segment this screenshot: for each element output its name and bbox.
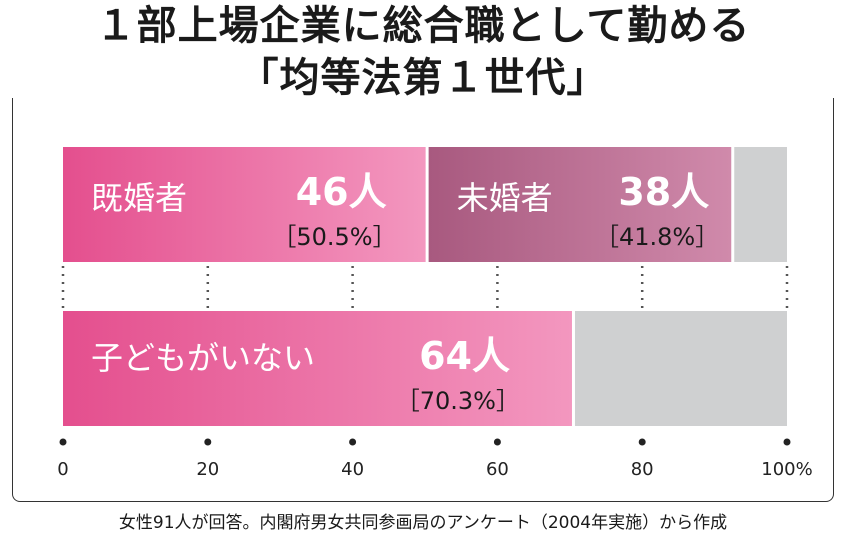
segment-count: 64人 — [419, 334, 510, 378]
stacked-bar-chart: 既婚者 46人 ［50.5%］ 未婚者 38人 ［41.8%］ 子どもがいない 64人 ［70.… — [57, 147, 813, 480]
x-axis: 0 20 40 60 80 100% — [57, 438, 813, 480]
segment-label: 既婚者 — [91, 179, 187, 217]
bars — [63, 147, 787, 426]
tick-label: 0 — [57, 459, 68, 480]
tick-dot — [638, 438, 646, 446]
bar-labels: 既婚者 46人 ［50.5%］ 未婚者 38人 ［41.8%］ 子どもがいない 64人 ［70.… — [91, 170, 719, 415]
tick-label: 100% — [761, 459, 812, 480]
segment-count: 46人 — [296, 170, 387, 214]
bar-segment — [63, 147, 426, 262]
tick-dot — [59, 438, 67, 446]
chart-subtitle: 「均等法第１世代」 — [0, 58, 846, 98]
tick-dot — [493, 438, 501, 446]
segment-percent: ［70.3%］ — [396, 387, 520, 415]
tick-label: 20 — [196, 459, 219, 480]
segment-percent: ［41.8%］ — [595, 223, 719, 251]
tick-dot — [349, 438, 357, 446]
chart-frame — [12, 62, 834, 502]
bar-segment — [428, 147, 732, 262]
bar-remainder — [574, 311, 787, 426]
segment-label: 子どもがいない — [91, 339, 315, 377]
tick-label: 60 — [486, 459, 509, 480]
tick-label: 40 — [341, 459, 364, 480]
gridlines — [61, 266, 789, 308]
source-note: 女性91人が回答。内閣府男女共同参画局のアンケート（2004年実施）から作成 — [118, 513, 728, 533]
bar-segment — [63, 311, 572, 426]
chart-title: １部上場企業に総合職として勤める — [0, 6, 846, 46]
tick-label: 80 — [631, 459, 654, 480]
tick-dot — [204, 438, 212, 446]
segment-label: 未婚者 — [457, 179, 553, 217]
segment-count: 38人 — [618, 170, 709, 214]
segment-percent: ［50.5%］ — [272, 223, 396, 251]
tick-dot — [783, 438, 791, 446]
bar-remainder — [734, 147, 787, 262]
